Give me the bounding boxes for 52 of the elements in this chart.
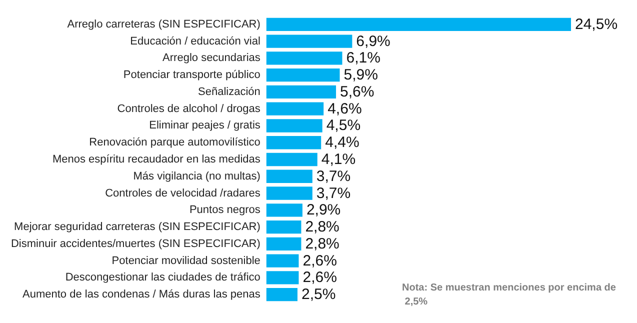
y-tick-label: Arreglo carreteras (SIN ESPECIFICAR) — [67, 18, 260, 30]
bar — [266, 288, 298, 302]
data-label: 2,9% — [306, 202, 341, 219]
bar — [266, 18, 571, 32]
y-tick-label: Controles de velocidad /radares — [105, 187, 261, 200]
y-tick-label: Educación / educación vial — [130, 35, 260, 48]
bar — [266, 34, 352, 48]
bar — [266, 186, 312, 200]
bar — [266, 170, 312, 183]
y-tick-label: Controles de alcohol / drogas — [117, 102, 261, 115]
bar — [266, 102, 324, 116]
data-label: 2,6% — [302, 252, 337, 270]
y-tick-label: Más vigilancia (no multas) — [133, 170, 260, 182]
bar — [266, 136, 322, 150]
y-tick-label: Renovación parque automovilístico — [89, 136, 260, 149]
data-label: 3,7% — [316, 168, 351, 185]
data-label: 4,6% — [328, 100, 362, 118]
y-tick-label: Puntos negros — [189, 204, 261, 216]
bar — [266, 85, 336, 99]
data-label: 3,7% — [316, 184, 351, 202]
bar — [266, 204, 302, 217]
y-tick-label: Potenciar transporte público — [123, 69, 260, 82]
data-label: 2,8% — [305, 235, 340, 252]
bar — [266, 119, 322, 132]
y-tick-label: Eliminar peajes / gratis — [149, 120, 261, 132]
bar — [266, 152, 318, 166]
data-label: 2,6% — [302, 269, 337, 286]
y-tick-label: Menos espíritu recaudador en las medidas — [52, 154, 261, 166]
bar — [266, 220, 302, 234]
bar — [266, 254, 299, 268]
data-label: 2,8% — [305, 218, 340, 236]
y-tick-label: Potenciar movilidad sostenible — [112, 254, 260, 267]
data-label: 2,5% — [301, 286, 336, 304]
y-tick-label: Disminuir accidentes/muertes (SIN ESPECIFICAR) — [10, 238, 260, 250]
data-label: 5,6% — [340, 83, 374, 100]
y-tick-label: Aumento de las condenas / Más duras las penas — [22, 288, 261, 301]
annotation: Nota: Se muestran menciones por encima de 2,5% — [402, 282, 616, 308]
y-tick-label: Arreglo secundarias — [162, 52, 261, 64]
y-tick-label: Mejorar seguridad carreteras (SIN ESPECIFICAR) — [14, 221, 260, 234]
data-label: 24,5% — [575, 16, 618, 33]
data-label: 6,1% — [346, 50, 380, 67]
bar — [266, 237, 302, 250]
data-label: 4,1% — [321, 151, 356, 168]
bar — [266, 271, 299, 284]
y-tick-label: Señalización — [198, 86, 260, 98]
data-label: 5,9% — [344, 66, 378, 84]
y-tick-label: Descongestionar las ciudades de tráfico — [65, 272, 260, 284]
bar — [266, 68, 340, 82]
bar — [266, 52, 342, 65]
data-label: 4,4% — [325, 134, 360, 152]
data-label: 4,5% — [326, 117, 361, 134]
data-label: 6,9% — [356, 32, 390, 50]
